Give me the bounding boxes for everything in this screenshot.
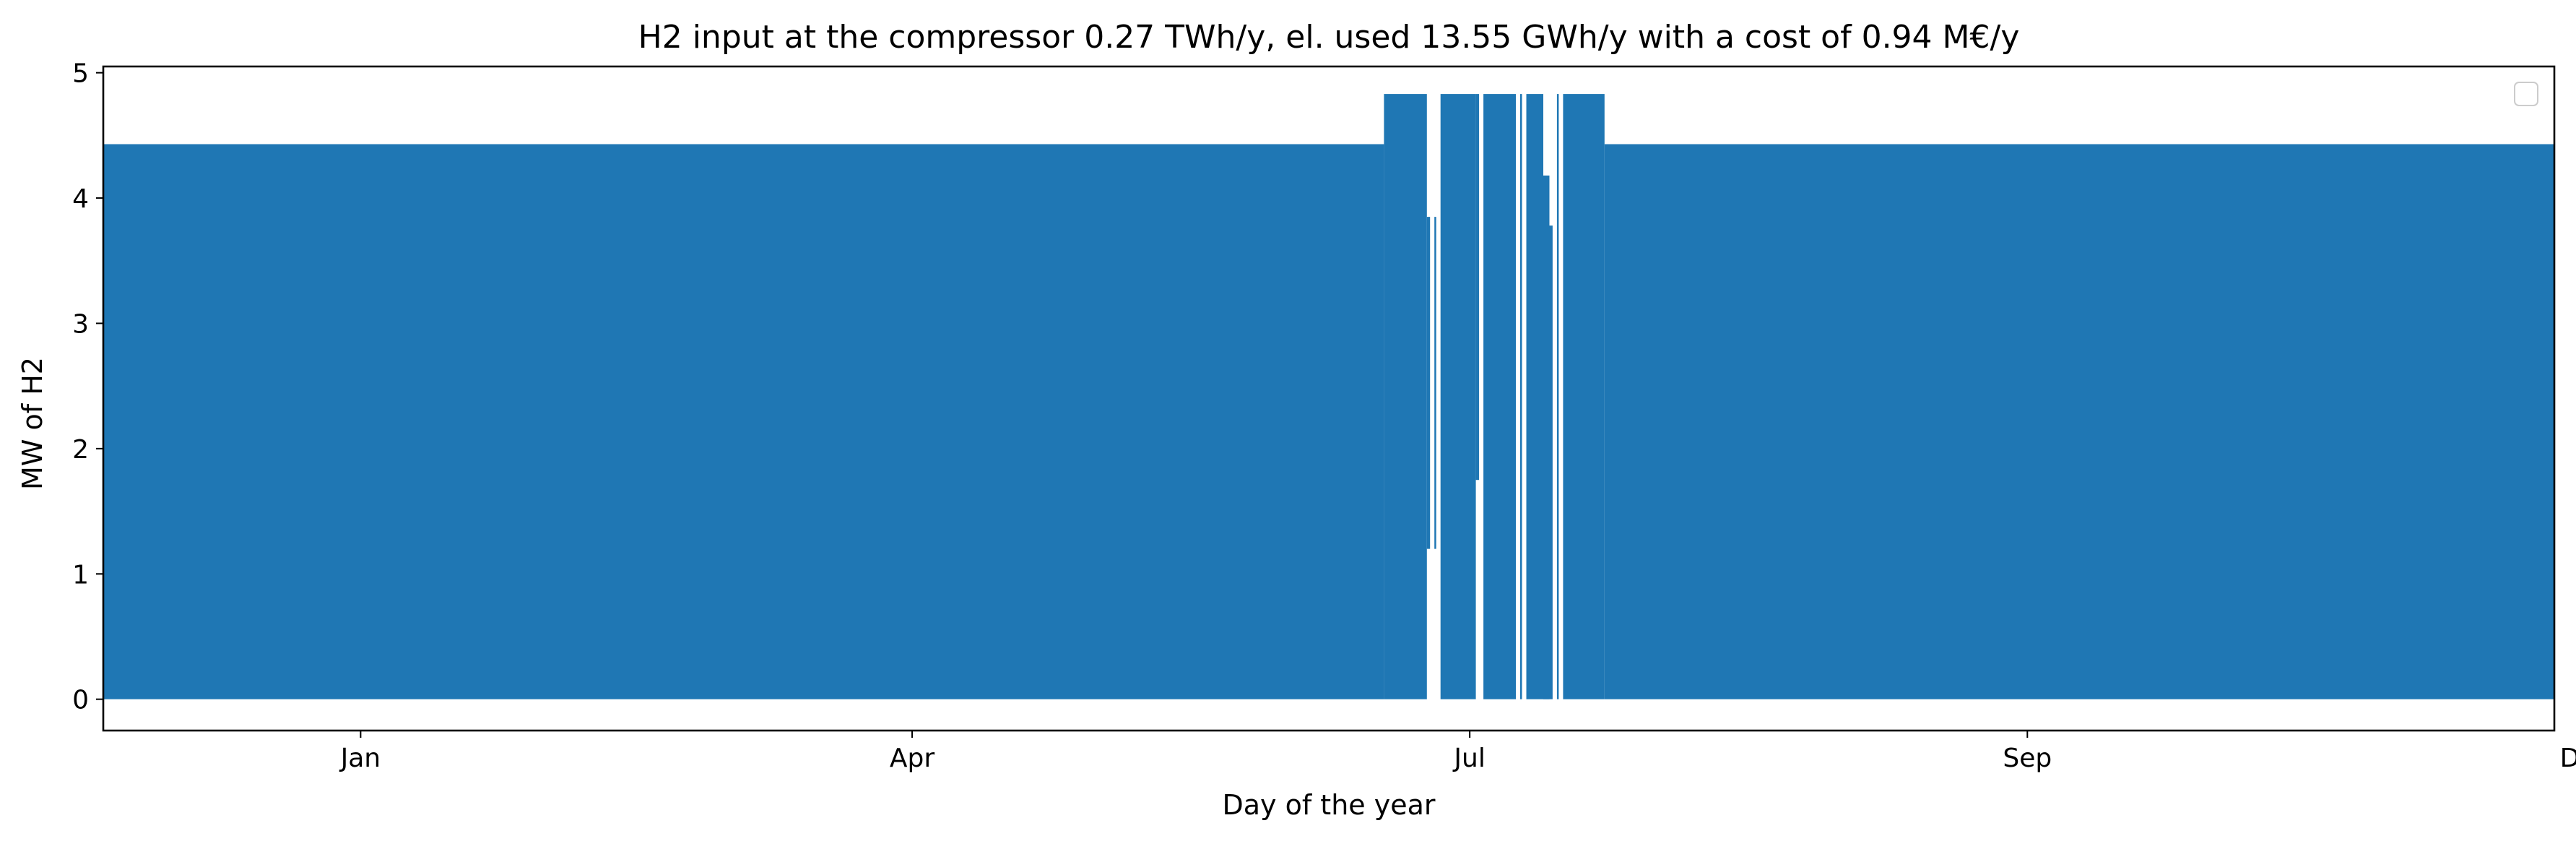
series-gap: [1430, 66, 1435, 731]
x-axis: Jan Apr Jul Sep Dec: [339, 731, 2576, 773]
series-band: [1384, 94, 1427, 699]
y-tick-label: 2: [72, 435, 89, 465]
y-tick-label: 0: [72, 686, 89, 715]
x-tick-label: Apr: [890, 744, 934, 773]
x-axis-label: Day of the year: [1222, 789, 1435, 821]
series-band: [103, 144, 1384, 699]
series-band: [1439, 94, 1476, 699]
chart-title: H2 input at the compressor 0.27 TWh/y, e…: [638, 19, 2020, 56]
series-band: [1543, 175, 1550, 699]
x-tick-label: Sep: [2003, 744, 2052, 773]
series-gap: [1479, 66, 1484, 731]
plot-area: [103, 66, 2554, 731]
series-band: [1549, 225, 1556, 699]
series-band: [1604, 144, 2554, 699]
y-axis: 0 1 2 3 4 5: [72, 59, 103, 715]
series-band: [1482, 94, 1543, 699]
x-tick-label: Dec: [2560, 744, 2576, 773]
series-gap: [1436, 66, 1441, 731]
series-gap: [1516, 66, 1520, 731]
series-gap: [1558, 66, 1564, 731]
axes-frame: [102, 65, 2556, 732]
y-tick-label: 4: [72, 184, 89, 214]
series-band: [1475, 94, 1483, 481]
series-gap: [1552, 66, 1557, 731]
legend-box: [2514, 82, 2538, 106]
x-tick-label: Jan: [339, 744, 381, 773]
series-band: [1555, 94, 1605, 699]
y-tick-label: 3: [72, 309, 89, 339]
series-gap: [1522, 66, 1527, 731]
y-tick-label: 1: [72, 560, 89, 590]
y-axis-label: MW of H2: [17, 357, 48, 490]
y-tick-label: 5: [72, 59, 89, 89]
x-tick-label: Jul: [1452, 744, 1485, 773]
